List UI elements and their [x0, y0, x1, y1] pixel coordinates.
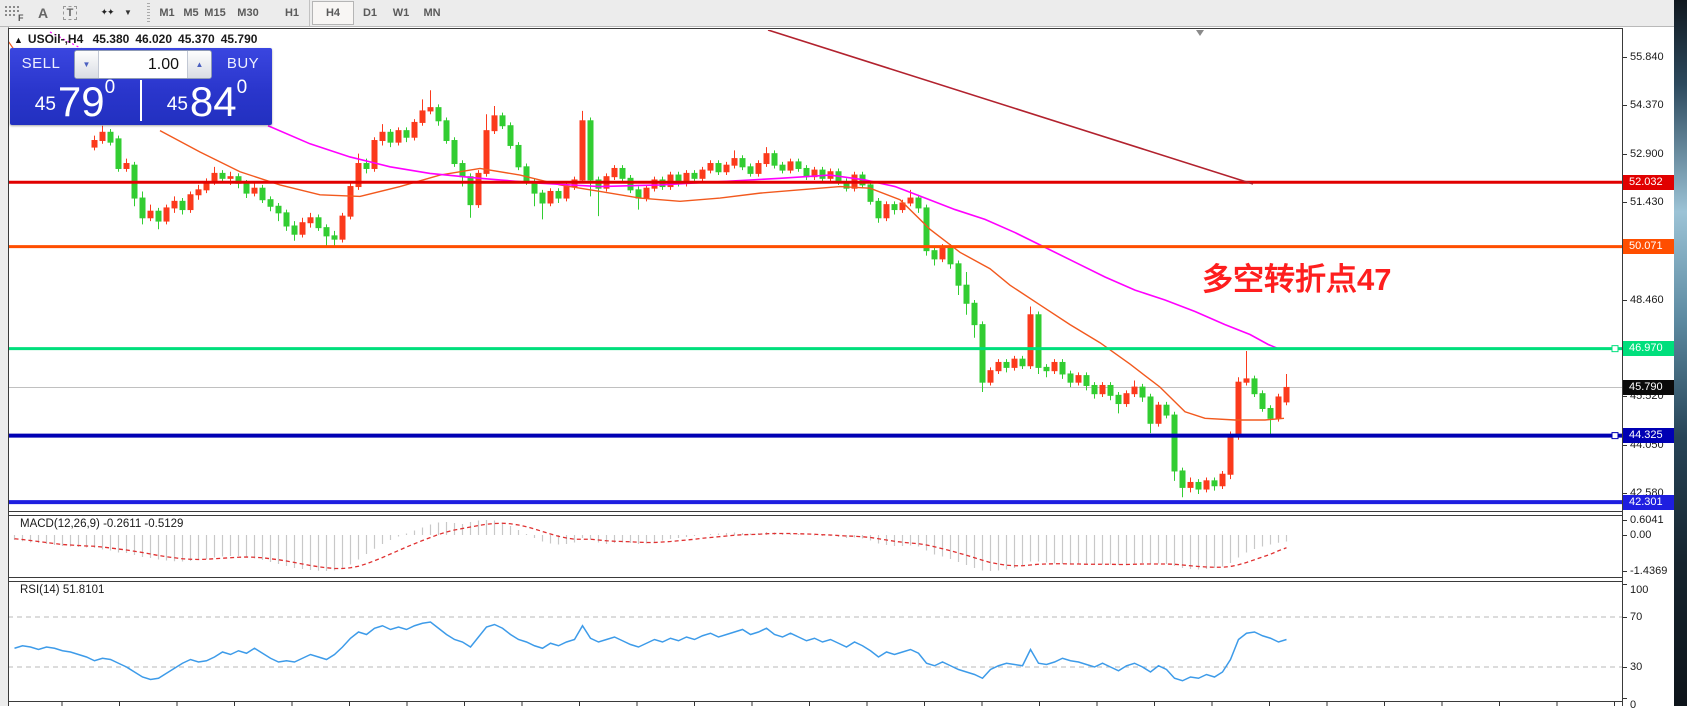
- sell-price-prefix: 45: [34, 94, 56, 115]
- chevron-down-icon[interactable]: ▼: [124, 8, 132, 17]
- macd-tick--1.4369: -1.4369: [1630, 564, 1668, 577]
- timeframe-button-D1[interactable]: D1: [362, 7, 378, 19]
- price-tick-48.460: 48.460: [1630, 293, 1664, 306]
- buy-price-tile[interactable]: 45 84 0: [142, 77, 272, 125]
- price-tick-51.430: 51.430: [1630, 196, 1664, 208]
- bar-low: 45.370: [178, 32, 215, 46]
- axis-tick: [1623, 535, 1627, 536]
- bar-open: 45.380: [92, 32, 130, 46]
- macd-signal-line: [14, 522, 1287, 570]
- axis-tick: [1623, 584, 1627, 585]
- price-tick-54.370: 54.370: [1630, 99, 1664, 112]
- tick-chart-icon-glyph: F: [5, 5, 24, 22]
- chart-canvas[interactable]: [8, 28, 1623, 706]
- price-tick-52.900: 52.900: [1630, 147, 1664, 160]
- toolbar-drag-handle[interactable]: [147, 3, 150, 23]
- rsi-indicator-label: RSI(14) 51.8101: [20, 584, 105, 596]
- axis-tick: [1623, 519, 1627, 521]
- timeframe-button-M1[interactable]: M1: [159, 7, 175, 19]
- rsi-tick-0: 0: [1630, 698, 1637, 711]
- tick-chart-icon[interactable]: F: [3, 2, 27, 23]
- axis-tick: [1623, 492, 1627, 494]
- bar-high: 46.020: [135, 32, 173, 46]
- price-tick-55.840: 55.840: [1630, 51, 1664, 63]
- timeframe-button-MN[interactable]: MN: [423, 7, 441, 19]
- buy-price-sup: 0: [236, 77, 248, 98]
- macd-histogram: [13, 520, 1288, 571]
- axis-tick: [1623, 570, 1627, 572]
- rsi-tick-100: 100: [1630, 584, 1649, 596]
- rsi-tick-70: 70: [1630, 611, 1643, 623]
- volume-decrease-button[interactable]: ▼: [75, 51, 99, 78]
- svg-text:F: F: [18, 13, 24, 22]
- ma-slow-line[interactable]: [267, 124, 1281, 351]
- scroll-position-marker[interactable]: [1196, 30, 1204, 36]
- ma-fast-line[interactable]: [159, 130, 1285, 421]
- volume-increase-button[interactable]: ▲: [187, 51, 211, 78]
- macd-tick-0.6041: 0.6041: [1630, 513, 1664, 526]
- price-badge-44.325: 44.325: [1623, 428, 1674, 444]
- price-badge-46.970: 46.970: [1623, 341, 1674, 357]
- rsi-line: [14, 621, 1287, 682]
- axis-tick: [1623, 299, 1627, 301]
- symbol-label: USOil-,H4: [27, 32, 84, 46]
- timeframe-button-M30[interactable]: M30: [237, 7, 259, 19]
- trendline[interactable]: [767, 30, 1254, 185]
- timeframe-button-W1[interactable]: W1: [392, 7, 410, 19]
- chart-frame: [8, 28, 1623, 706]
- hline-handle-44.325[interactable]: [1611, 432, 1619, 440]
- macd-pane[interactable]: [13, 520, 1288, 571]
- price-badge-42.301: 42.301: [1623, 494, 1674, 510]
- sell-button[interactable]: SELL: [21, 55, 61, 72]
- buy-button[interactable]: BUY: [226, 55, 260, 72]
- axis-tick: [1623, 617, 1627, 618]
- window-edge-glass: [1674, 0, 1687, 706]
- one-click-trade-panel: SELL ▼ 1.00 ▲ BUY 45 79 0 45 84 0: [10, 48, 272, 125]
- axis-tick: [1623, 396, 1627, 398]
- axis-tick: [1623, 444, 1627, 446]
- sell-price-sup: 0: [104, 77, 116, 98]
- timeframe-button-H1[interactable]: H1: [284, 7, 300, 19]
- sell-price-tile[interactable]: 45 79 0: [10, 77, 140, 125]
- axis-tick: [1623, 698, 1627, 699]
- toolbar: F A T ✦✦ ▼ M1 M5 M15 M30 H1 H4 D1 W1 MN: [0, 0, 1674, 27]
- main-price-pane[interactable]: [8, 30, 1622, 505]
- macd-indicator-label: MACD(12,26,9) -0.2611 -0.5129: [20, 518, 184, 530]
- price-tile-divider: [140, 80, 142, 121]
- text-tool-icon[interactable]: T: [60, 2, 80, 23]
- buy-price-big: 84: [189, 78, 237, 125]
- macd-tick-0.00: 0.00: [1630, 529, 1652, 541]
- rsi-pane[interactable]: [8, 616, 1622, 682]
- axis-tick: [1623, 105, 1627, 107]
- hline-handle-46.970[interactable]: [1611, 345, 1619, 353]
- volume-input[interactable]: 1.00: [147, 55, 179, 73]
- toolbar-separator: [309, 0, 310, 26]
- rsi-tick-30: 30: [1630, 661, 1643, 673]
- timeframe-button-M15[interactable]: M15: [204, 7, 226, 19]
- time-axis-ticks: [61, 702, 1615, 706]
- candlestick-series: [11, 90, 1290, 498]
- axis-tick: [1623, 667, 1627, 668]
- chart-plot[interactable]: [8, 28, 1623, 706]
- expand-triangle-icon[interactable]: ▲: [14, 35, 23, 45]
- sell-price-big: 79: [57, 78, 105, 125]
- chart-title: ▲ USOil-,H4 45.380 46.020 45.370 45.790: [14, 32, 263, 46]
- axis-tick: [1623, 153, 1627, 155]
- price-badge-52.032: 52.032: [1623, 174, 1674, 190]
- volume-stepper: ▼ 1.00 ▲: [74, 50, 212, 79]
- timeframe-button-H4[interactable]: H4: [312, 1, 354, 25]
- axis-tick: [1623, 202, 1627, 203]
- line-studies-icon[interactable]: ✦✦: [100, 7, 114, 17]
- bar-close: 45.790: [220, 32, 258, 46]
- chart-annotation-text: 多空转折点47: [1202, 262, 1392, 297]
- price-badge-50.071: 50.071: [1623, 239, 1674, 255]
- timeframe-button-M5[interactable]: M5: [183, 7, 199, 19]
- current-price-badge: 45.790: [1623, 379, 1674, 395]
- axis-tick: [1623, 57, 1627, 58]
- buy-price-prefix: 45: [166, 94, 188, 115]
- price-axis[interactable]: 55.84054.37052.90051.43049.96048.46045.5…: [1623, 28, 1674, 711]
- text-label-icon[interactable]: A: [37, 4, 49, 21]
